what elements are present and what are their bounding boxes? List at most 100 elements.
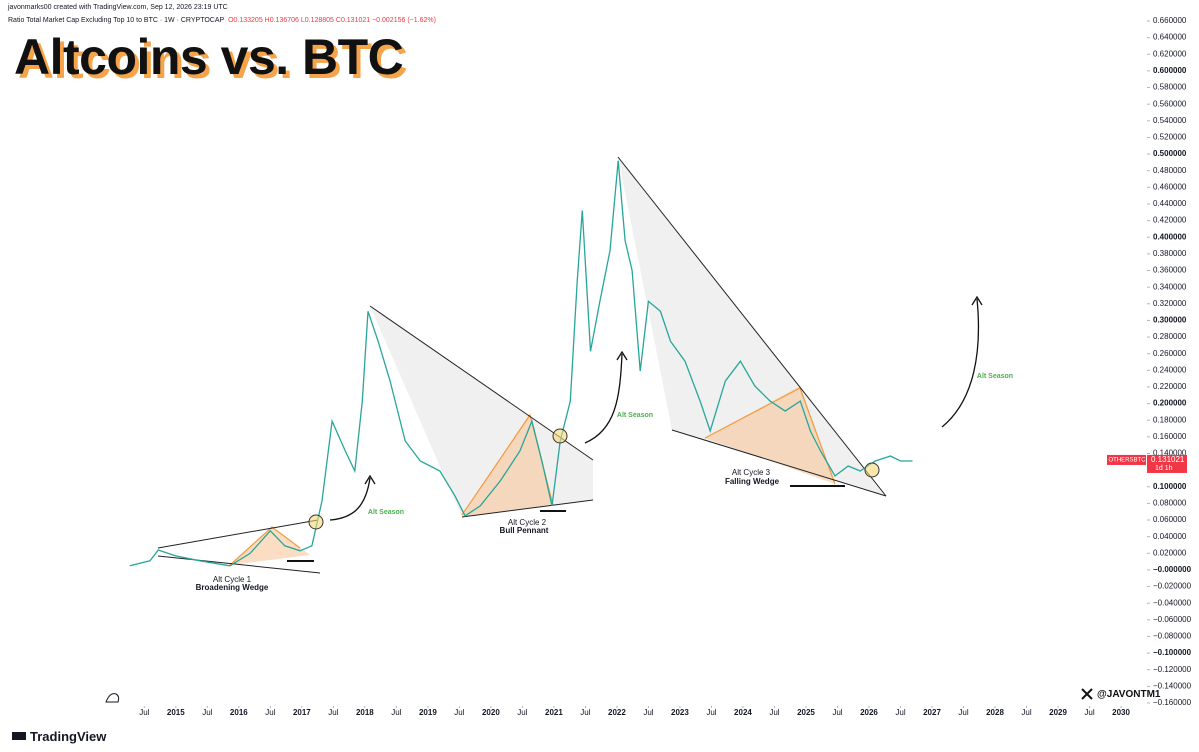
x-tick-label: 2015 bbox=[167, 708, 185, 717]
x-tick-label: Jul bbox=[1021, 708, 1031, 717]
x-tick-label: Jul bbox=[958, 708, 968, 717]
orange-shade bbox=[462, 413, 553, 517]
tv-icon bbox=[105, 693, 120, 703]
symbol-badge bbox=[1107, 454, 1146, 465]
y-tick-label: 0.320000 bbox=[1153, 299, 1187, 308]
title: Altcoins vs. BTC bbox=[14, 29, 404, 85]
orange-shade bbox=[230, 527, 310, 565]
y-tick-label: −0.120000 bbox=[1153, 665, 1192, 674]
y-tick-label: 0.420000 bbox=[1153, 216, 1187, 225]
symbol: Ratio Total Market Cap Excluding Top 10 … bbox=[8, 17, 225, 24]
y-tick-label: 0.560000 bbox=[1153, 99, 1187, 108]
y-tick-label: 0.640000 bbox=[1153, 33, 1187, 42]
y-tick-label: 0.020000 bbox=[1153, 548, 1187, 557]
x-tick-label: 2029 bbox=[1049, 708, 1067, 717]
x-tick-label: Jul bbox=[643, 708, 653, 717]
y-tick-label: 0.440000 bbox=[1153, 199, 1187, 208]
handle: @JAVONTM1 bbox=[1097, 689, 1161, 700]
arrow bbox=[941, 298, 980, 428]
x-tick-label: 2017 bbox=[293, 708, 311, 717]
y-tick-label: 0.080000 bbox=[1153, 498, 1187, 507]
arrow bbox=[584, 353, 623, 444]
annotations: Alt Cycle 1 Broadening Wedge Alt Season … bbox=[196, 373, 1013, 592]
y-tick-label: 0.300000 bbox=[1153, 316, 1187, 325]
x-tick-label: 2023 bbox=[671, 708, 689, 717]
x-tick-label: Jul bbox=[517, 708, 527, 717]
x-tick-label: 2018 bbox=[356, 708, 374, 717]
plot bbox=[129, 160, 913, 567]
tv-logo bbox=[12, 732, 26, 740]
arrow-head bbox=[616, 350, 628, 361]
x-tick-label: Jul bbox=[706, 708, 716, 717]
attribution: javonmarks00 created with TradingView.co… bbox=[8, 4, 228, 11]
arrow bbox=[329, 477, 371, 521]
x-tick-label: Jul bbox=[139, 708, 149, 717]
breakout-circle bbox=[552, 428, 568, 444]
y-tick-label: 0.380000 bbox=[1153, 249, 1187, 258]
breakout-circle bbox=[308, 514, 324, 530]
x-tick-label: 2024 bbox=[734, 708, 752, 717]
x-tick-label: 2021 bbox=[545, 708, 563, 717]
arrow-head bbox=[364, 474, 376, 485]
y-tick-label: −0.160000 bbox=[1153, 698, 1192, 707]
y-tick-label: −0.140000 bbox=[1153, 681, 1192, 690]
x-tick-label: Jul bbox=[391, 708, 401, 717]
y-tick-label: −0.060000 bbox=[1153, 615, 1192, 624]
y-tick-label: 0.580000 bbox=[1153, 83, 1187, 92]
x-tick-label: 2028 bbox=[986, 708, 1004, 717]
price-line bbox=[129, 160, 913, 567]
x-tick-label: 2020 bbox=[482, 708, 500, 717]
y-tick-label: 0.540000 bbox=[1153, 116, 1187, 125]
y-tick-label: 0.220000 bbox=[1153, 382, 1187, 391]
y-tick-label: 0.520000 bbox=[1153, 133, 1187, 142]
trendline bbox=[671, 429, 887, 497]
y-tick-label: 0.240000 bbox=[1153, 365, 1187, 374]
x-logo bbox=[1081, 688, 1093, 700]
y-tick-label: −0.080000 bbox=[1153, 632, 1192, 641]
trendline bbox=[157, 519, 319, 549]
x-tick-label: 2022 bbox=[608, 708, 626, 717]
x-tick-label: 2030 bbox=[1112, 708, 1130, 717]
x-tick-label: Jul bbox=[265, 708, 275, 717]
y-tick-label: 0.140000 bbox=[1153, 449, 1187, 458]
y-tick-label: 0.620000 bbox=[1153, 49, 1187, 58]
price-badge bbox=[1147, 454, 1187, 473]
x-tick-label: 2027 bbox=[923, 708, 941, 717]
x-tick-label: Jul bbox=[895, 708, 905, 717]
x-tick-label: Jul bbox=[328, 708, 338, 717]
brand: TradingView bbox=[30, 729, 107, 744]
y-tick-label: 0.340000 bbox=[1153, 282, 1187, 291]
x-tick-label: 2019 bbox=[419, 708, 437, 717]
breakouts bbox=[308, 428, 880, 530]
symbol-line: Ratio Total Market Cap Excluding Top 10 … bbox=[8, 17, 436, 24]
annotation: Alt Season bbox=[368, 509, 404, 516]
y-tick-label: −0.040000 bbox=[1153, 598, 1192, 607]
annotation: Bull Pennant bbox=[500, 526, 549, 535]
annotation: Falling Wedge bbox=[725, 477, 780, 486]
y-tick-label: 0.460000 bbox=[1153, 182, 1187, 191]
price-badge-label: 0.131021 bbox=[1151, 455, 1185, 464]
y-tick-label: 0.180000 bbox=[1153, 415, 1187, 424]
price-badge-timer: 1d 1h bbox=[1155, 465, 1173, 472]
x-tick-label: Jul bbox=[1084, 708, 1094, 717]
y-tick-label: 0.600000 bbox=[1153, 66, 1187, 75]
y-tick-label: 0.160000 bbox=[1153, 432, 1187, 441]
annotation: Alt Cycle 3 bbox=[732, 468, 771, 477]
x-tick-label: 2026 bbox=[860, 708, 878, 717]
y-tick-label: −0.100000 bbox=[1153, 648, 1192, 657]
y-tick-label: 0.260000 bbox=[1153, 349, 1187, 358]
y-tick-label: 0.280000 bbox=[1153, 332, 1187, 341]
orange-shade bbox=[705, 386, 835, 484]
annotation: Alt Cycle 2 bbox=[508, 518, 547, 527]
breakout-circle bbox=[864, 462, 880, 478]
symbol-badge-label: OTHERSBTC bbox=[1108, 458, 1146, 464]
y-tick-label: −0.000000 bbox=[1153, 565, 1192, 574]
x-tick-label: 2025 bbox=[797, 708, 815, 717]
x-tick-label: Jul bbox=[769, 708, 779, 717]
annotation: Broadening Wedge bbox=[196, 583, 269, 592]
annotation: Alt Season bbox=[617, 412, 653, 419]
orange-line bbox=[229, 526, 301, 566]
x-tick-label: Jul bbox=[202, 708, 212, 717]
y-tick-label: 0.400000 bbox=[1153, 232, 1187, 241]
